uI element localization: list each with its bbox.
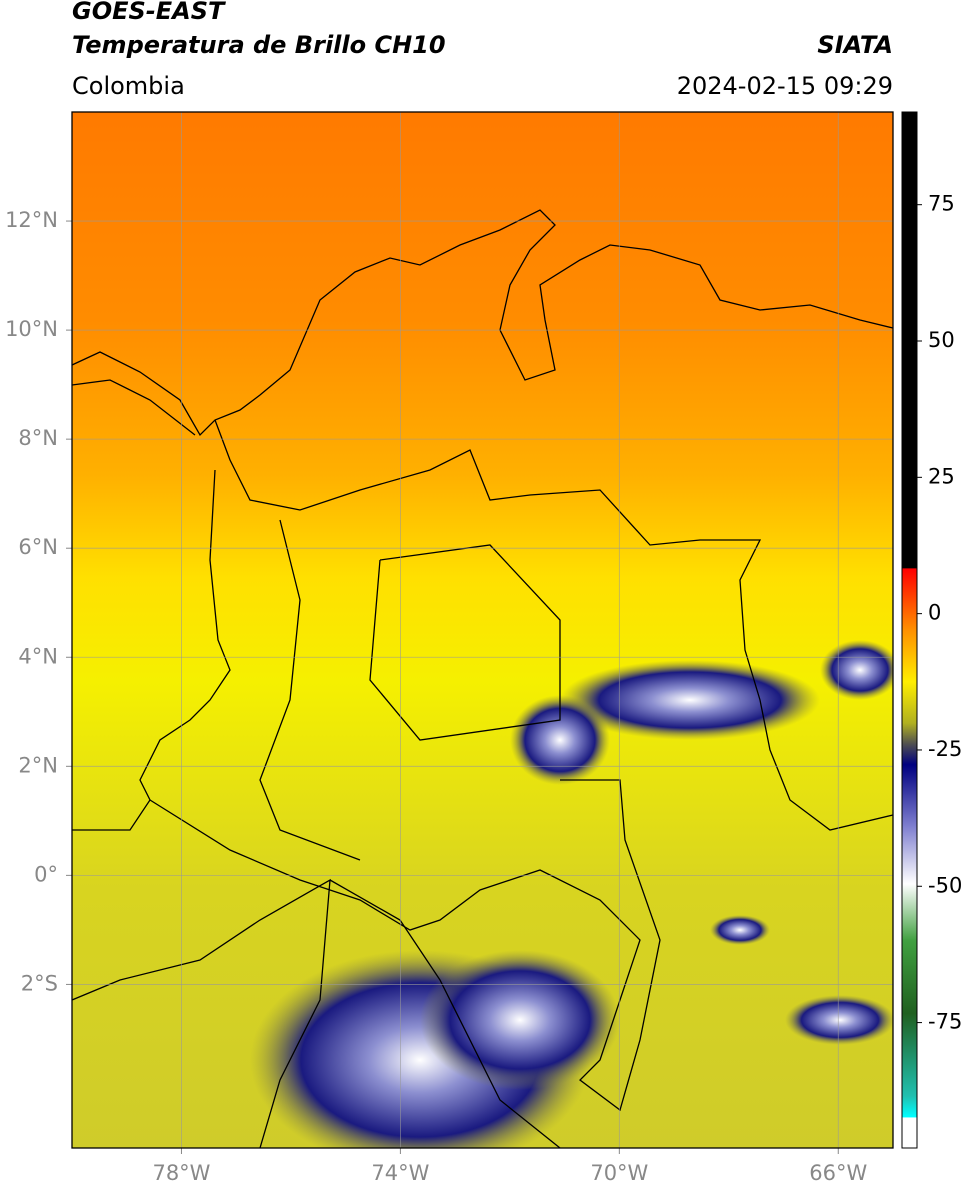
y-tick-label: 8°N (18, 426, 58, 450)
cloud (510, 695, 610, 785)
x-tick-label: 78°W (152, 1161, 210, 1185)
source: SIATA (817, 31, 893, 59)
y-tick-label: 6°N (18, 535, 58, 559)
y-tick-label: 2°N (18, 753, 58, 777)
colorbar-tick-label: 50 (928, 328, 955, 352)
cloud (820, 640, 893, 700)
coastline (72, 469, 231, 831)
x-tick-label: 70°W (590, 1161, 648, 1185)
subtitle: Temperatura de Brillo CH10 (72, 31, 446, 59)
y-tick-label: 0° (34, 862, 58, 886)
region: Colombia (72, 72, 185, 100)
axes: 78°W 74°W 70°W 66°W 12°N 10°N 8°N 6°N 4°N 2°N 0° 2°… (5, 112, 893, 1185)
colorbar (901, 111, 918, 1149)
colorbar-tick-label: -75 (928, 1010, 962, 1034)
country-border (149, 779, 661, 1112)
cloud (420, 950, 620, 1090)
datetime: 2024-02-15 09:29 (677, 72, 893, 100)
colorbar-tick-label: 75 (928, 192, 955, 216)
coastline (72, 379, 196, 436)
map (72, 112, 893, 1148)
coastline (72, 209, 893, 437)
y-tick-label: 12°N (5, 208, 58, 232)
cloud (560, 660, 820, 740)
colorbar-tick-label: -25 (928, 737, 962, 761)
colorbar-tick-label: 0 (928, 601, 941, 625)
country-border (214, 419, 893, 831)
x-tick-label: 74°W (371, 1161, 429, 1185)
y-tick-label: 2°S (21, 971, 58, 995)
cloud (710, 915, 770, 945)
title: GOES-EAST (72, 0, 226, 25)
country-border (259, 519, 361, 861)
colorbar-tick-label: -50 (928, 873, 962, 897)
country-border (72, 878, 331, 1148)
country-border (329, 879, 561, 1148)
x-tick-label: 66°W (809, 1161, 867, 1185)
colorbar-tick-label: 25 (928, 464, 955, 488)
country-border (369, 544, 561, 741)
map-frame (71, 111, 894, 1149)
cloud (785, 995, 893, 1045)
y-tick-label: 10°N (5, 317, 58, 341)
y-tick-label: 4°N (18, 644, 58, 668)
